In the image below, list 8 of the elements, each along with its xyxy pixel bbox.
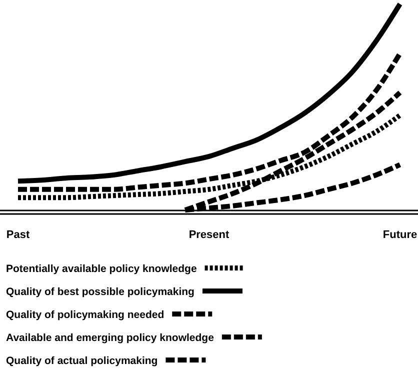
legend-label: Quality of policymaking needed xyxy=(6,309,164,321)
legend-label: Quality of actual policymaking xyxy=(6,355,158,367)
legend-label: Quality of best possible policymaking xyxy=(6,286,194,298)
legend-label: Available and emerging policy knowledge xyxy=(6,332,214,344)
x-tick-label: Past xyxy=(6,229,30,241)
x-tick-label: Future xyxy=(382,229,418,241)
legend-label: Potentially available policy knowledge xyxy=(6,263,197,275)
x-tick-label: Present xyxy=(188,229,230,241)
